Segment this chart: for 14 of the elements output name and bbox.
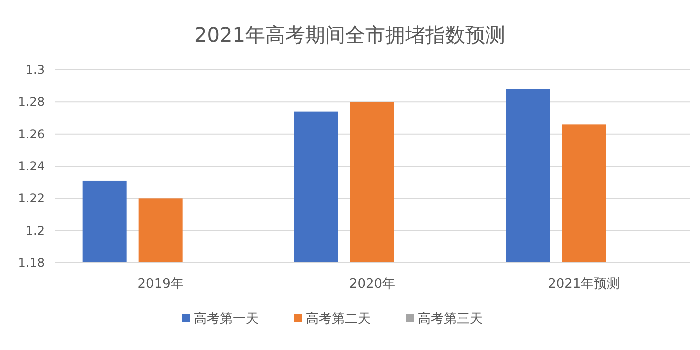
y-tick-label: 1.24 bbox=[18, 160, 45, 174]
legend-label: 高考第三天 bbox=[418, 311, 483, 327]
x-tick-label: 2019年 bbox=[138, 277, 184, 292]
y-tick-label: 1.18 bbox=[18, 256, 45, 270]
chart-title: 2021年高考期间全市拥堵指数预测 bbox=[194, 23, 506, 47]
x-tick-label: 2020年 bbox=[349, 277, 396, 292]
x-tick-label: 2021年预测 bbox=[548, 277, 620, 292]
y-tick-label: 1.28 bbox=[18, 95, 45, 110]
y-tick-label: 1.26 bbox=[18, 127, 45, 142]
y-tick-label: 1.3 bbox=[26, 63, 45, 77]
y-tick-label: 1.2 bbox=[26, 224, 45, 238]
y-tick-label: 1.22 bbox=[18, 192, 45, 206]
legend-label: 高考第二天 bbox=[306, 311, 371, 327]
legend-label: 高考第一天 bbox=[194, 311, 259, 327]
